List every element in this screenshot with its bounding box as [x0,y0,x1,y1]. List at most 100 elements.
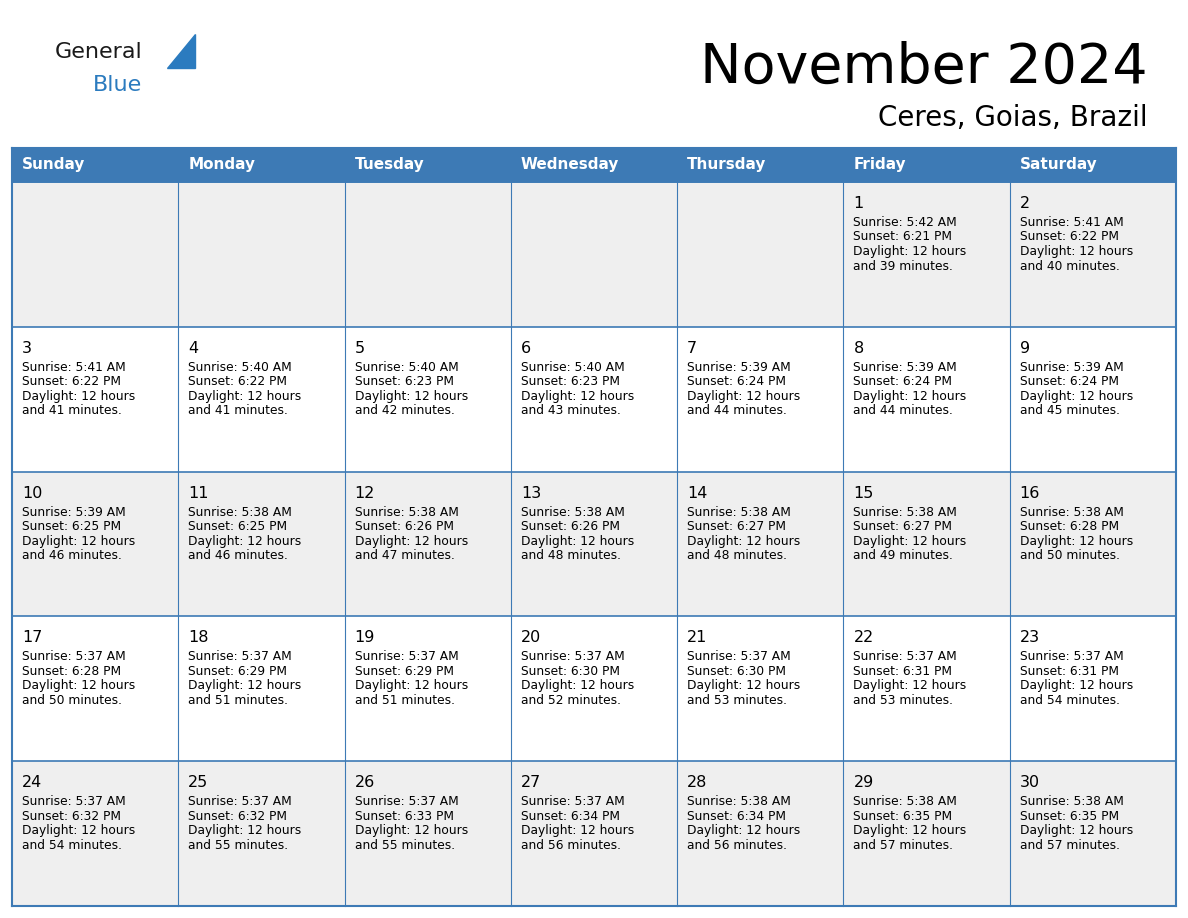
Text: and 46 minutes.: and 46 minutes. [23,549,122,562]
Text: Sunset: 6:32 PM: Sunset: 6:32 PM [188,810,287,823]
Text: 1: 1 [853,196,864,211]
Text: Sunset: 6:25 PM: Sunset: 6:25 PM [188,521,287,533]
Text: Monday: Monday [188,158,255,173]
Text: Sunset: 6:21 PM: Sunset: 6:21 PM [853,230,953,243]
Text: Sunset: 6:33 PM: Sunset: 6:33 PM [354,810,454,823]
Bar [843,148,1010,182]
Text: and 43 minutes.: and 43 minutes. [520,404,621,418]
Text: Daylight: 12 hours: Daylight: 12 hours [1019,245,1133,258]
Text: Sunrise: 5:40 AM: Sunrise: 5:40 AM [354,361,459,374]
Text: Sunrise: 5:37 AM: Sunrise: 5:37 AM [23,650,126,664]
Text: Sunrise: 5:40 AM: Sunrise: 5:40 AM [188,361,292,374]
Text: Sunset: 6:24 PM: Sunset: 6:24 PM [853,375,953,388]
Polygon shape [168,34,195,68]
Text: Daylight: 12 hours: Daylight: 12 hours [188,824,302,837]
Text: Daylight: 12 hours: Daylight: 12 hours [1019,390,1133,403]
Text: Sunrise: 5:41 AM: Sunrise: 5:41 AM [1019,216,1124,229]
Text: Daylight: 12 hours: Daylight: 12 hours [1019,824,1133,837]
Text: Sunset: 6:29 PM: Sunset: 6:29 PM [188,665,287,677]
Text: and 55 minutes.: and 55 minutes. [188,839,289,852]
Text: Daylight: 12 hours: Daylight: 12 hours [853,679,967,692]
Text: 22: 22 [853,631,873,645]
Text: 25: 25 [188,775,209,790]
Bar [12,616,1176,761]
Text: Daylight: 12 hours: Daylight: 12 hours [354,679,468,692]
Text: Sunrise: 5:39 AM: Sunrise: 5:39 AM [687,361,791,374]
Text: Sunset: 6:27 PM: Sunset: 6:27 PM [687,521,786,533]
Text: Sunrise: 5:38 AM: Sunrise: 5:38 AM [1019,506,1124,519]
Text: and 56 minutes.: and 56 minutes. [687,839,788,852]
Text: 28: 28 [687,775,708,790]
Text: Daylight: 12 hours: Daylight: 12 hours [23,390,135,403]
Text: Sunrise: 5:38 AM: Sunrise: 5:38 AM [1019,795,1124,808]
Text: and 53 minutes.: and 53 minutes. [687,694,788,707]
Text: Friday: Friday [853,158,906,173]
Text: Daylight: 12 hours: Daylight: 12 hours [1019,534,1133,548]
Text: Daylight: 12 hours: Daylight: 12 hours [1019,679,1133,692]
Text: Sunrise: 5:37 AM: Sunrise: 5:37 AM [188,795,292,808]
Text: Daylight: 12 hours: Daylight: 12 hours [687,679,801,692]
Text: Sunset: 6:34 PM: Sunset: 6:34 PM [687,810,786,823]
Text: 30: 30 [1019,775,1040,790]
Text: Daylight: 12 hours: Daylight: 12 hours [687,824,801,837]
Text: and 48 minutes.: and 48 minutes. [687,549,788,562]
Bar [12,761,1176,906]
Text: and 56 minutes.: and 56 minutes. [520,839,621,852]
Text: Blue: Blue [93,75,143,95]
Text: 6: 6 [520,341,531,356]
Text: Sunset: 6:28 PM: Sunset: 6:28 PM [23,665,121,677]
Text: 26: 26 [354,775,375,790]
Text: Sunrise: 5:37 AM: Sunrise: 5:37 AM [687,650,791,664]
Text: and 48 minutes.: and 48 minutes. [520,549,621,562]
Text: 27: 27 [520,775,541,790]
Text: Sunset: 6:22 PM: Sunset: 6:22 PM [1019,230,1119,243]
Text: Sunset: 6:31 PM: Sunset: 6:31 PM [853,665,953,677]
Bar [12,148,178,182]
Text: Tuesday: Tuesday [354,158,424,173]
Text: Sunrise: 5:40 AM: Sunrise: 5:40 AM [520,361,625,374]
Text: Sunset: 6:35 PM: Sunset: 6:35 PM [853,810,953,823]
Text: 18: 18 [188,631,209,645]
Text: Wednesday: Wednesday [520,158,619,173]
Text: 7: 7 [687,341,697,356]
Text: 20: 20 [520,631,541,645]
Text: Sunrise: 5:37 AM: Sunrise: 5:37 AM [1019,650,1124,664]
Text: and 53 minutes.: and 53 minutes. [853,694,954,707]
Text: and 39 minutes.: and 39 minutes. [853,260,953,273]
Text: 17: 17 [23,631,43,645]
Text: 9: 9 [1019,341,1030,356]
Text: Daylight: 12 hours: Daylight: 12 hours [520,390,634,403]
Text: and 55 minutes.: and 55 minutes. [354,839,455,852]
Text: Sunrise: 5:39 AM: Sunrise: 5:39 AM [1019,361,1124,374]
Text: 4: 4 [188,341,198,356]
Text: Sunrise: 5:37 AM: Sunrise: 5:37 AM [188,650,292,664]
Text: 13: 13 [520,486,541,500]
Text: General: General [55,42,143,62]
Text: Sunset: 6:23 PM: Sunset: 6:23 PM [520,375,620,388]
Text: and 54 minutes.: and 54 minutes. [23,839,122,852]
Text: Thursday: Thursday [687,158,766,173]
Text: Daylight: 12 hours: Daylight: 12 hours [354,534,468,548]
Text: Sunset: 6:31 PM: Sunset: 6:31 PM [1019,665,1119,677]
Text: Sunset: 6:30 PM: Sunset: 6:30 PM [687,665,786,677]
Text: Sunrise: 5:39 AM: Sunrise: 5:39 AM [853,361,958,374]
Text: 19: 19 [354,631,375,645]
Text: Sunset: 6:30 PM: Sunset: 6:30 PM [520,665,620,677]
Text: Ceres, Goias, Brazil: Ceres, Goias, Brazil [878,104,1148,132]
Text: Sunrise: 5:37 AM: Sunrise: 5:37 AM [520,650,625,664]
Text: 8: 8 [853,341,864,356]
Text: Sunset: 6:24 PM: Sunset: 6:24 PM [1019,375,1119,388]
Text: Sunset: 6:26 PM: Sunset: 6:26 PM [520,521,620,533]
Text: and 40 minutes.: and 40 minutes. [1019,260,1119,273]
Text: Daylight: 12 hours: Daylight: 12 hours [23,824,135,837]
Text: Daylight: 12 hours: Daylight: 12 hours [853,824,967,837]
Text: and 45 minutes.: and 45 minutes. [1019,404,1120,418]
Bar [178,148,345,182]
Text: and 57 minutes.: and 57 minutes. [1019,839,1120,852]
Text: Daylight: 12 hours: Daylight: 12 hours [687,534,801,548]
Bar [511,148,677,182]
Text: Sunrise: 5:37 AM: Sunrise: 5:37 AM [23,795,126,808]
Text: 11: 11 [188,486,209,500]
Text: Sunday: Sunday [23,158,86,173]
Text: 23: 23 [1019,631,1040,645]
